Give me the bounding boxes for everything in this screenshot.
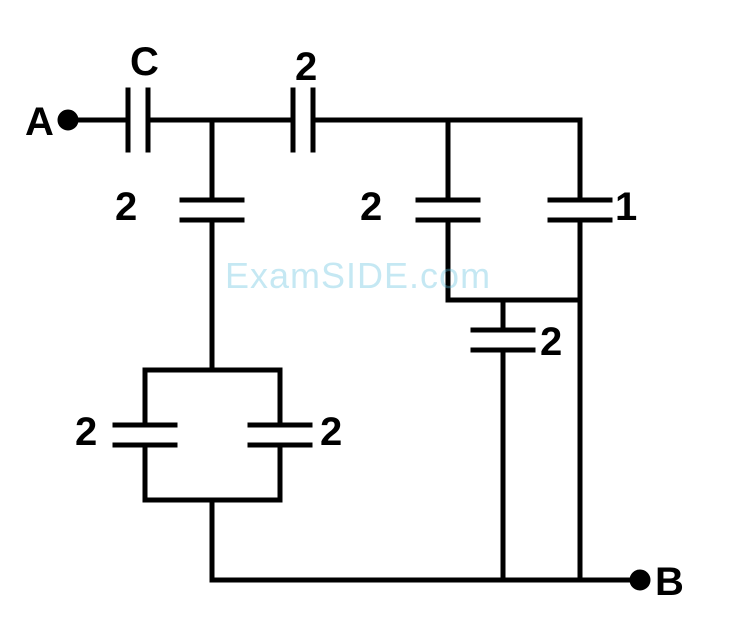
capacitor-left2-label: 2 xyxy=(115,185,137,230)
terminal-b-dot xyxy=(632,572,648,588)
terminal-a-label: A xyxy=(25,100,54,145)
terminal-b-label: B xyxy=(655,560,684,605)
watermark-text: ExamSIDE.com xyxy=(225,255,491,297)
capacitor-c-label: C xyxy=(130,40,159,85)
capacitor-botleft2-label: 2 xyxy=(75,410,97,455)
capacitor-botmid2-label: 2 xyxy=(320,410,342,455)
circuit-diagram xyxy=(0,0,745,633)
capacitor-series2-label: 2 xyxy=(540,320,562,365)
capacitor-mid2-label: 2 xyxy=(360,185,382,230)
capacitor-right1-label: 1 xyxy=(615,185,637,230)
capacitor-top2-label: 2 xyxy=(295,45,317,90)
